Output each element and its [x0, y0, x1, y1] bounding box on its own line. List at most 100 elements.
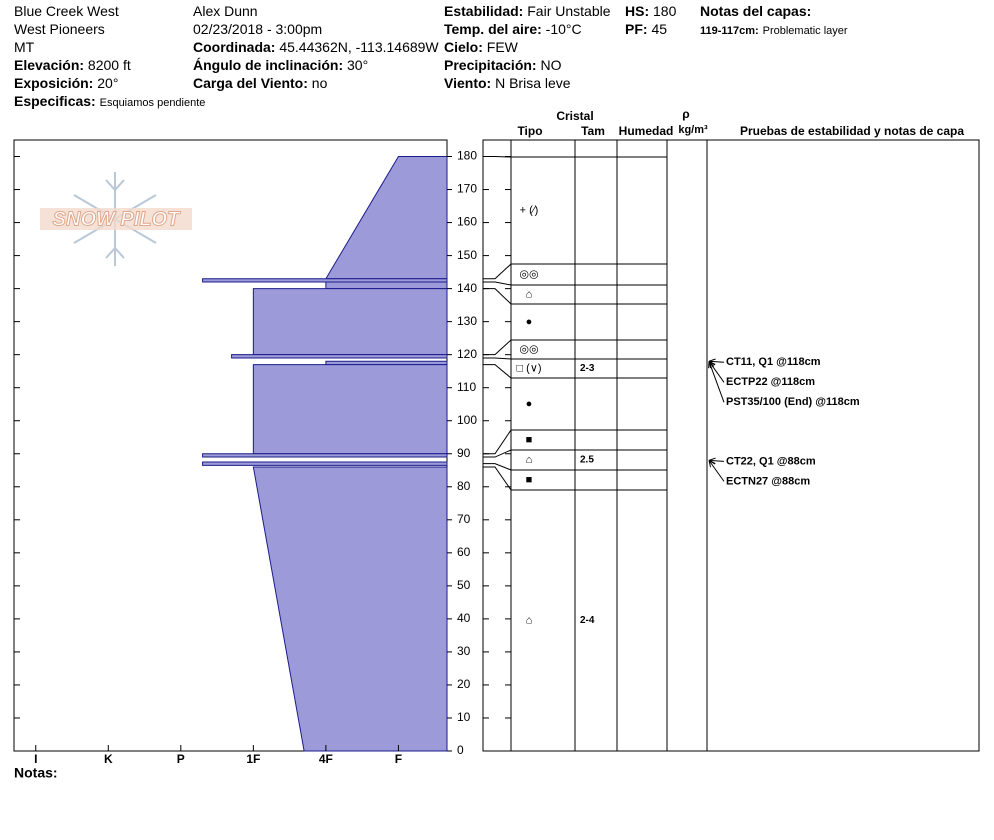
header-field: Carga del Viento: no	[193, 75, 327, 91]
x-tick-label: 4F	[319, 752, 333, 766]
y-tick-label: 90	[457, 446, 471, 460]
field-label: Viento:	[444, 75, 492, 91]
y-tick-label: 80	[457, 479, 471, 493]
x-tick-label: K	[104, 752, 113, 766]
layer-leader	[483, 357, 512, 360]
grain-type: ◎◎	[519, 343, 538, 355]
column-header: Cristal	[556, 109, 593, 123]
layer-leader	[483, 463, 512, 471]
y-tick-label: 40	[457, 611, 471, 625]
hardness-layer	[202, 461, 448, 466]
test-arrow	[708, 360, 725, 383]
y-tick-label: 140	[457, 281, 477, 295]
layer-leader	[483, 263, 512, 280]
field-label: 119-117cm:	[700, 25, 759, 37]
x-tick-label: P	[177, 752, 185, 766]
header-field: Cielo: FEW	[444, 39, 518, 55]
layer-leader	[483, 339, 512, 356]
grain-type: ●	[526, 316, 533, 328]
header-field: Blue Creek West	[14, 3, 119, 19]
header-field: Notas del capas:	[700, 3, 811, 19]
column-header: Pruebas de estabilidad y notas de capa	[740, 124, 964, 138]
test-result: PST35/100 (End) @118cm	[726, 396, 860, 408]
header-field: MT	[14, 39, 34, 55]
notes-label: Notas:	[14, 765, 58, 781]
field-label: Temp. del aire:	[444, 21, 542, 37]
field-value: 20°	[97, 75, 119, 91]
header-field: Temp. del aire: -10°C	[444, 21, 582, 37]
field-value: Fair Unstable	[527, 3, 611, 19]
header-field: PF: 45	[625, 21, 667, 37]
field-value: -10°C	[545, 21, 582, 37]
y-tick-label: 170	[457, 182, 477, 196]
test-result: ECTN27 @88cm	[726, 475, 810, 487]
grain-type: ⌂	[526, 614, 533, 626]
grain-type: ●	[526, 398, 533, 410]
grain-type: ◎◎	[519, 268, 538, 280]
grain-type: ⌂	[526, 454, 533, 466]
x-tick-label: 1F	[246, 752, 260, 766]
field-value: FEW	[486, 39, 518, 55]
header-field: Viento: N Brisa leve	[444, 75, 571, 91]
header-field: Exposición: 20°	[14, 75, 118, 91]
layer-leader	[483, 449, 512, 458]
test-result: ECTP22 @118cm	[726, 376, 815, 388]
header-field: Estabilidad: Fair Unstable	[444, 3, 611, 19]
grain-size: 2-3	[580, 363, 595, 374]
header-text: Blue Creek West	[14, 3, 119, 19]
field-label: Cielo:	[444, 39, 483, 55]
y-tick-label: 160	[457, 215, 477, 229]
column-header: kg/m³	[678, 124, 708, 136]
logo-band	[40, 208, 192, 230]
grain-type: ■	[526, 434, 533, 446]
header-text: West Pioneers	[14, 21, 105, 37]
field-value: no	[311, 75, 328, 91]
hardness-layer	[202, 453, 448, 458]
field-value: Esquiamos pendiente	[99, 97, 206, 109]
field-value: 180	[653, 3, 677, 19]
grain-size: 2-4	[580, 615, 595, 626]
field-value: 45.44362N, -113.14689W	[279, 39, 439, 55]
header-field: Ángulo de inclinación: 30°	[193, 57, 368, 73]
header-text: Alex Dunn	[193, 3, 258, 19]
y-tick-label: 150	[457, 248, 477, 262]
header-field: Coordinada: 45.44362N, -113.14689W	[193, 39, 439, 55]
layer-leader	[483, 429, 512, 455]
x-tick-label: F	[395, 752, 402, 766]
header-text: MT	[14, 39, 35, 55]
y-tick-label: 100	[457, 413, 477, 427]
grain-type: ⌂	[526, 288, 533, 300]
test-result: CT11, Q1 @118cm	[726, 356, 821, 368]
table-frame	[482, 139, 980, 752]
field-label: Coordinada:	[193, 39, 276, 55]
grain-type: ■	[526, 474, 533, 486]
x-tick-label: I	[34, 752, 37, 766]
field-label: Estabilidad:	[444, 3, 524, 19]
layer-leader	[483, 281, 512, 286]
y-tick-label: 130	[457, 314, 477, 328]
layer-leader	[483, 288, 512, 305]
column-header: Tam	[581, 124, 605, 138]
field-label: Notas del capas:	[700, 3, 812, 19]
header-field: Alex Dunn	[193, 3, 258, 19]
field-label: Elevación:	[14, 57, 85, 73]
hardness-layer	[325, 281, 448, 290]
y-tick-label: 20	[457, 677, 471, 691]
hardness-layer	[252, 364, 448, 455]
grain-size: 2.5	[580, 455, 594, 466]
y-tick-label: 30	[457, 644, 471, 658]
column-header: Tipo	[517, 124, 542, 138]
hardness-layer	[231, 354, 448, 359]
field-label: Precipitación:	[444, 57, 537, 73]
field-label: Especificas:	[14, 93, 96, 109]
layer-leader	[483, 466, 512, 491]
field-value: 45	[651, 21, 668, 37]
hardness-layer	[252, 288, 448, 356]
test-result: CT22, Q1 @88cm	[726, 455, 816, 467]
field-label: Carga del Viento:	[193, 75, 308, 91]
y-tick-label: 0	[457, 743, 464, 757]
y-tick-label: 70	[457, 512, 471, 526]
field-label: Ángulo de inclinación:	[193, 57, 344, 73]
